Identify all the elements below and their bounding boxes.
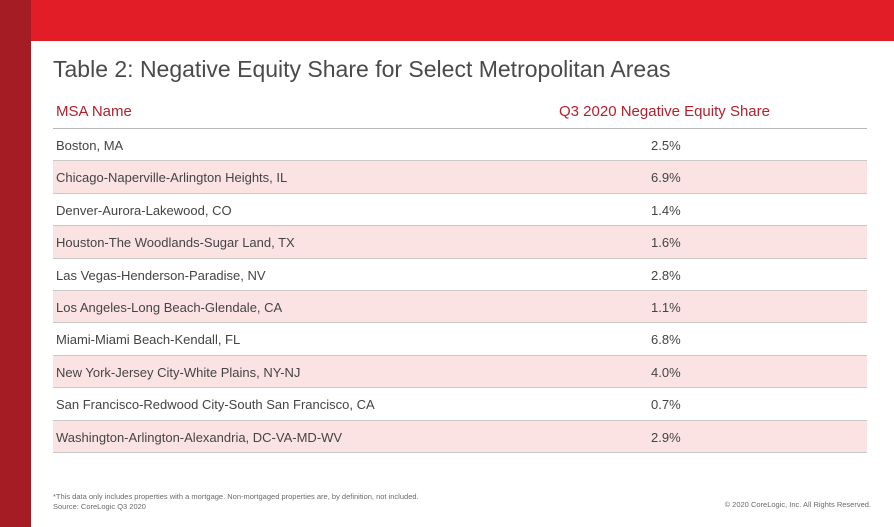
- table-row: Washington-Arlington-Alexandria, DC-VA-M…: [53, 420, 867, 453]
- footnote-note: *This data only includes properties with…: [53, 492, 419, 501]
- table-row: Los Angeles-Long Beach-Glendale, CA 1.1%: [53, 290, 867, 324]
- table-row: Chicago-Naperville-Arlington Heights, IL…: [53, 161, 867, 194]
- negative-equity-share-cell: 6.9%: [651, 170, 681, 186]
- table-body: Boston, MA 2.5% Chicago-Naperville-Arlingt…: [53, 129, 867, 453]
- msa-name-cell: Houston-The Woodlands-Sugar Land, TX: [56, 235, 295, 251]
- negative-equity-share-cell: 1.1%: [651, 299, 681, 315]
- msa-name-cell: Boston, MA: [56, 138, 124, 153]
- msa-name-cell: Denver-Aurora-Lakewood, CO: [56, 202, 232, 218]
- negative-equity-share-cell: 2.9%: [651, 429, 681, 445]
- table-row: Las Vegas-Henderson-Paradise, NV 2.8%: [53, 259, 867, 291]
- page-title: Table 2: Negative Equity Share for Selec…: [53, 56, 671, 82]
- left-accent-bar: [0, 0, 31, 527]
- negative-equity-share-cell: 2.8%: [651, 267, 681, 283]
- msa-name-cell: Chicago-Naperville-Arlington Heights, IL: [56, 170, 288, 186]
- negative-equity-share-cell: 1.4%: [651, 202, 681, 218]
- table-header: MSA Name Q3 2020 Negative Equity Share: [53, 95, 867, 129]
- data-table: MSA Name Q3 2020 Negative Equity Share B…: [53, 95, 867, 453]
- msa-name-cell: New York-Jersey City-White Plains, NY-NJ: [56, 364, 301, 380]
- negative-equity-share-cell: 4.0%: [651, 364, 681, 380]
- table-row: New York-Jersey City-White Plains, NY-NJ…: [53, 355, 867, 389]
- table-row: Boston, MA 2.5%: [53, 129, 867, 162]
- msa-name-cell: Los Angeles-Long Beach-Glendale, CA: [56, 299, 283, 315]
- top-banner: [31, 0, 894, 41]
- table-row: Miami-Miami Beach-Kendall, FL 6.8%: [53, 323, 867, 356]
- column-header-msa-name: MSA Name: [56, 103, 132, 120]
- table-row: Houston-The Woodlands-Sugar Land, TX 1.6%: [53, 226, 867, 259]
- table-row: San Francisco-Redwood City-South San Fra…: [53, 388, 867, 421]
- msa-name-cell: San Francisco-Redwood City-South San Fra…: [56, 397, 375, 413]
- negative-equity-share-cell: 1.6%: [651, 235, 681, 251]
- column-header-negative-equity-share: Q3 2020 Negative Equity Share: [559, 103, 770, 120]
- negative-equity-share-cell: 2.5%: [651, 138, 681, 153]
- msa-name-cell: Washington-Arlington-Alexandria, DC-VA-M…: [56, 429, 343, 445]
- copyright-notice: © 2020 CoreLogic, Inc. All Rights Reserv…: [724, 500, 871, 509]
- msa-name-cell: Miami-Miami Beach-Kendall, FL: [56, 332, 241, 348]
- negative-equity-share-cell: 0.7%: [651, 397, 681, 413]
- msa-name-cell: Las Vegas-Henderson-Paradise, NV: [56, 267, 266, 283]
- table-row: Denver-Aurora-Lakewood, CO 1.4%: [53, 194, 867, 227]
- footnote: *This data only includes properties with…: [53, 492, 419, 512]
- footnote-source: Source: CoreLogic Q3 2020: [53, 502, 146, 511]
- negative-equity-share-cell: 6.8%: [651, 332, 681, 348]
